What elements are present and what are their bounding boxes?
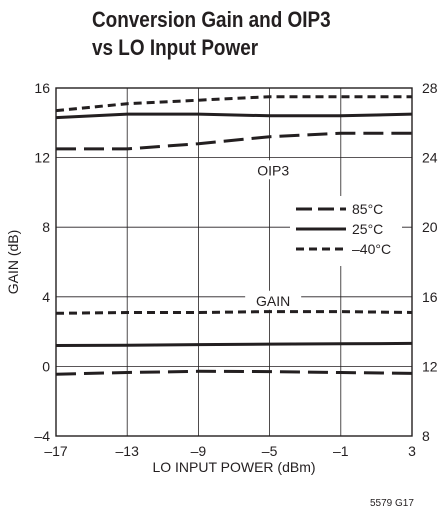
y-tick-label: 0 <box>42 358 50 374</box>
annotation-background <box>245 290 302 310</box>
chart-title: Conversion Gain and OIP3 vs LO Input Pow… <box>92 6 331 62</box>
y-tick-label: –4 <box>34 428 50 444</box>
y-tick-label: 8 <box>42 219 50 235</box>
chart-title-line-2: vs LO Input Power <box>92 35 259 60</box>
x-tick-label: 3 <box>408 443 416 459</box>
series-line-gain-3 <box>55 310 413 315</box>
plot-frame <box>55 87 413 437</box>
annotation-label: OIP3 <box>257 162 289 178</box>
series-lines <box>55 95 413 376</box>
y2-tick-label: 12 <box>422 358 438 374</box>
legend-label: 85°C <box>352 201 383 217</box>
annotation-background <box>245 160 302 180</box>
series-line-oip3-2 <box>56 131 412 151</box>
x-axis-label: LO INPUT POWER (dBm) <box>152 459 315 475</box>
y2-tick-label: 28 <box>422 80 438 96</box>
annotation-label: GAIN <box>256 293 290 309</box>
x-tick-label: –13 <box>116 443 140 459</box>
x-tick-label: –17 <box>44 443 68 459</box>
series-line-gain-5 <box>55 369 413 376</box>
annotations: OIP3 GAIN <box>245 160 302 310</box>
chart-title-line-1: Conversion Gain and OIP3 <box>92 7 331 32</box>
y2-tick-label: 8 <box>422 428 430 444</box>
series-line-oip3-1 <box>55 112 413 120</box>
y-axis-label: GAIN (dB) <box>5 230 21 295</box>
y-tick-label: 12 <box>34 150 50 166</box>
axis-labels: LO INPUT POWER (dBm) GAIN (dB) <box>5 230 316 475</box>
legend-label: –40°C <box>352 241 391 257</box>
x-tick-label: –5 <box>262 443 278 459</box>
series-line-gain-4 <box>55 341 413 347</box>
legend-label: 25°C <box>352 221 383 237</box>
x-tick-label: –1 <box>333 443 349 459</box>
x-tick-label: –9 <box>191 443 207 459</box>
legend: 85°C 25°C –40°C <box>290 196 402 266</box>
y2-tick-label: 20 <box>422 219 438 235</box>
series-line-oip3-0 <box>55 95 412 113</box>
y2-tick-label: 16 <box>422 289 438 305</box>
y2-tick-label: 24 <box>422 150 438 166</box>
figure-number: 5579 G17 <box>370 498 414 509</box>
y-tick-label: 4 <box>42 289 50 305</box>
y-tick-label: 16 <box>34 80 50 96</box>
